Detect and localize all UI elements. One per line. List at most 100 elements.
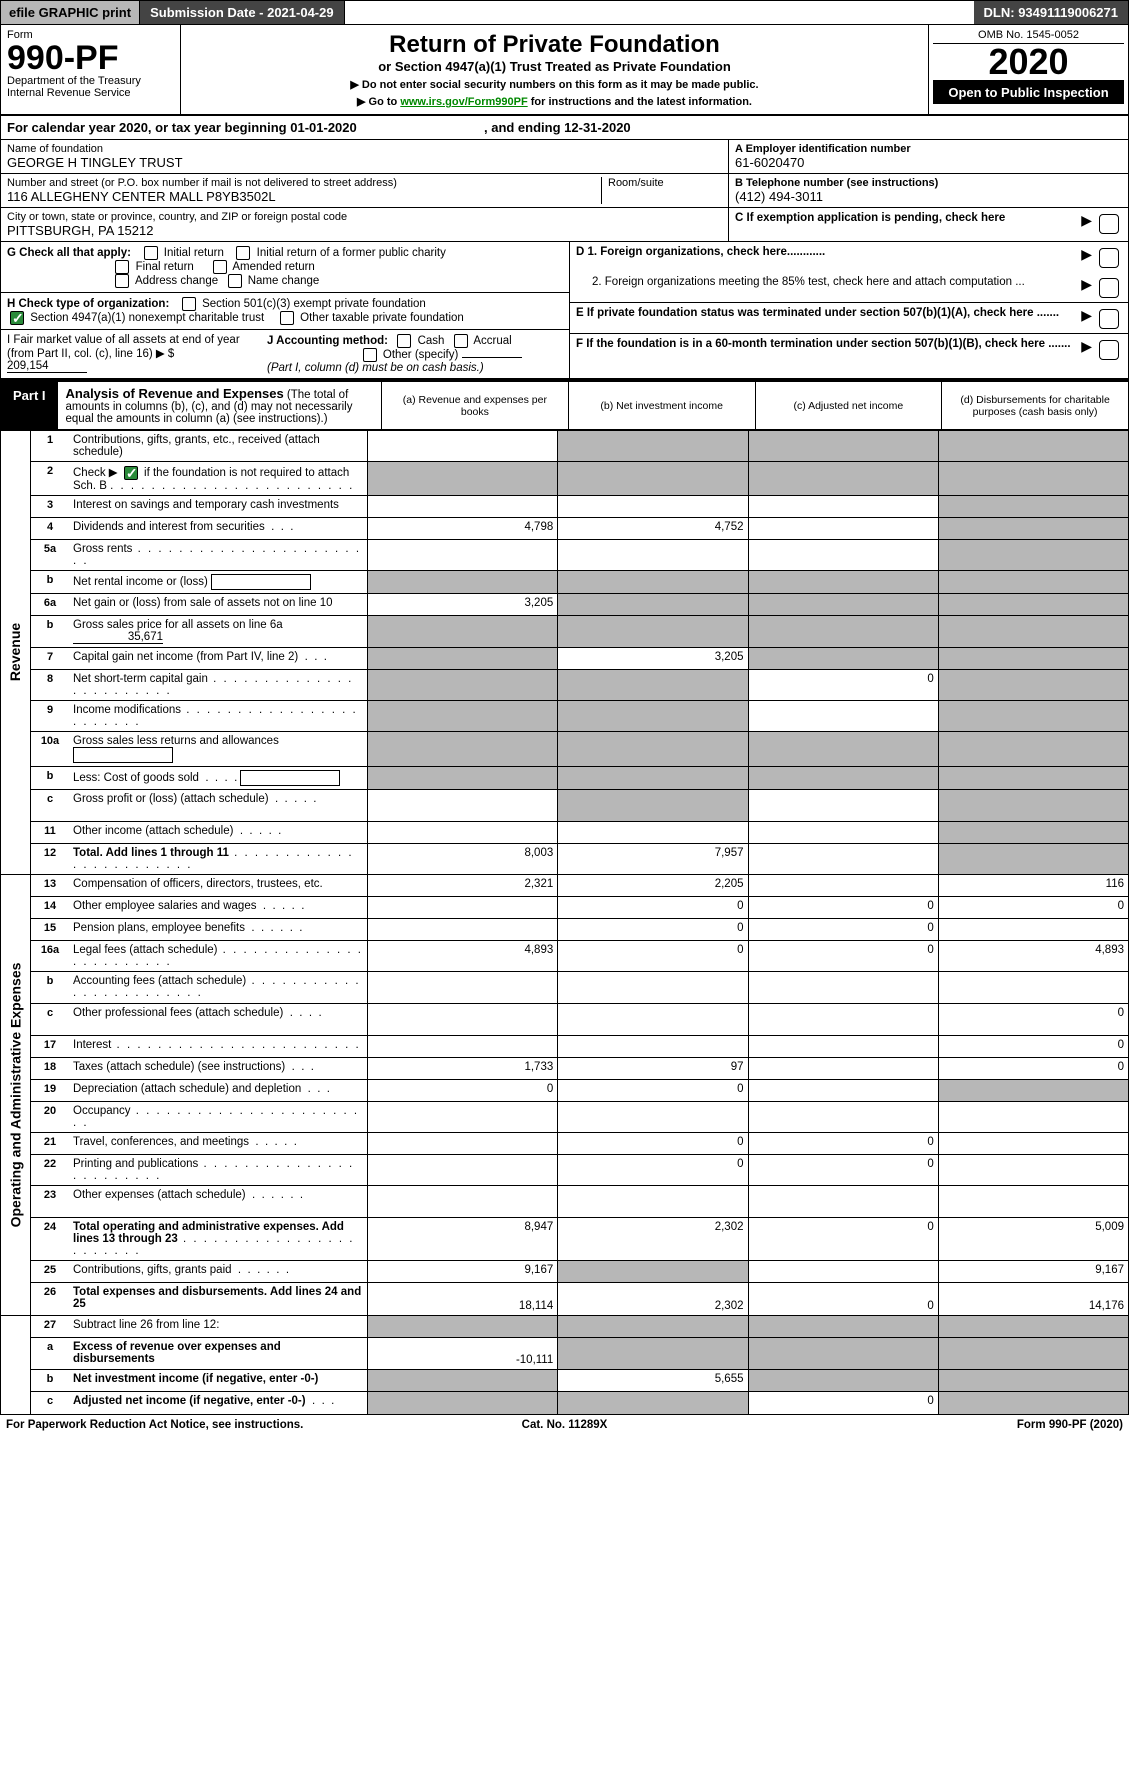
col-a: 8,947 (368, 1218, 558, 1260)
ln: 15 (31, 919, 69, 940)
col-d: 0 (939, 897, 1128, 918)
col-b (558, 431, 748, 461)
desc: Dividends and interest from securities .… (69, 518, 368, 539)
col-b (558, 670, 748, 700)
col-c-head: (c) Adjusted net income (755, 382, 942, 429)
desc: Other expenses (attach schedule) . . . .… (69, 1186, 368, 1217)
col-a (368, 1392, 558, 1414)
arrow-icon: ▶ (1077, 276, 1096, 293)
d1-checkbox[interactable] (1099, 248, 1119, 268)
col-c (749, 496, 939, 517)
form-ref: Form 990-PF (2020) (751, 1419, 1123, 1431)
desc: Gross profit or (loss) (attach schedule)… (69, 790, 368, 821)
d1-row: D 1. Foreign organizations, check here..… (570, 242, 1128, 272)
col-c (749, 616, 939, 647)
col-d (939, 732, 1128, 766)
row-16a: 16a Legal fees (attach schedule) 4,893 0… (31, 941, 1128, 972)
d2-checkbox[interactable] (1099, 278, 1119, 298)
f-checkbox[interactable] (1099, 340, 1119, 360)
address-change-checkbox[interactable] (115, 274, 129, 288)
city-label: City or town, state or province, country… (7, 211, 722, 223)
s501-checkbox[interactable] (182, 297, 196, 311)
s4947-checkbox[interactable] (10, 311, 24, 325)
irs-link[interactable]: www.irs.gov/Form990PF (400, 96, 527, 108)
col-c (749, 767, 939, 789)
desc: Printing and publications (69, 1155, 368, 1185)
col-b: 0 (558, 919, 748, 940)
ln: 21 (31, 1133, 69, 1154)
initial-former-checkbox[interactable] (236, 246, 250, 260)
ln: 7 (31, 648, 69, 669)
c-checkbox[interactable] (1099, 214, 1119, 234)
col-d (939, 1338, 1128, 1369)
open-public-label: Open to Public Inspection (933, 81, 1124, 104)
col-c (749, 844, 939, 874)
other-method-checkbox[interactable] (363, 348, 377, 362)
desc: Depreciation (attach schedule) and deple… (69, 1080, 368, 1101)
h-label: H Check type of organization: (7, 298, 169, 310)
col-c (749, 701, 939, 731)
col-d (939, 1102, 1128, 1132)
desc: Gross sales less returns and allowances (69, 732, 368, 766)
tax-year: 2020 (933, 44, 1124, 81)
name-change-label: Name change (248, 275, 320, 287)
ein-value: 61-6020470 (735, 155, 1122, 170)
j-label: J Accounting method: (267, 335, 388, 347)
row-22: 22 Printing and publications 0 0 (31, 1155, 1128, 1186)
col-c (749, 822, 939, 843)
row-10c: c Gross profit or (loss) (attach schedul… (31, 790, 1128, 822)
header-right: OMB No. 1545-0052 2020 Open to Public In… (928, 25, 1128, 114)
col-c (749, 1036, 939, 1057)
sch-b-checkbox[interactable] (124, 466, 138, 480)
col-b (558, 1036, 748, 1057)
e-checkbox[interactable] (1099, 309, 1119, 329)
txt: Printing and publications (73, 1158, 198, 1170)
entity-right: A Employer identification number 61-6020… (728, 140, 1128, 242)
header-left: Form 990-PF Department of the Treasury I… (1, 25, 181, 114)
ln: 9 (31, 701, 69, 731)
col-a (368, 732, 558, 766)
txt: Net investment income (if negative, ente… (73, 1373, 318, 1385)
row-10a: 10a Gross sales less returns and allowan… (31, 732, 1128, 767)
name-change-checkbox[interactable] (228, 274, 242, 288)
final-return-checkbox[interactable] (115, 260, 129, 274)
row-16b: b Accounting fees (attach schedule) (31, 972, 1128, 1004)
efile-label[interactable]: efile GRAPHIC print (1, 1, 140, 24)
col-b: 2,302 (558, 1218, 748, 1260)
col-b: 0 (558, 1155, 748, 1185)
other-taxable-label: Other taxable private foundation (300, 312, 464, 324)
col-c (749, 518, 939, 539)
row-12: 12 Total. Add lines 1 through 11 8,003 7… (31, 844, 1128, 874)
row-4: 4 Dividends and interest from securities… (31, 518, 1128, 540)
col-b (558, 701, 748, 731)
col-a-head: (a) Revenue and expenses per books (381, 382, 568, 429)
txt: Gross sales price for all assets on line… (73, 619, 283, 631)
form-number: 990-PF (7, 41, 174, 75)
other-label: Other (specify) (383, 349, 458, 361)
col-c (749, 1186, 939, 1217)
row-26: 26 Total expenses and disbursements. Add… (31, 1283, 1128, 1315)
col-a (368, 972, 558, 1003)
txt: Net short-term capital gain (73, 673, 208, 685)
s501-label: Section 501(c)(3) exempt private foundat… (202, 298, 426, 310)
col-c: 0 (749, 919, 939, 940)
txt: Pension plans, employee benefits (73, 922, 245, 934)
accrual-checkbox[interactable] (454, 334, 468, 348)
dln-label: DLN: 93491119006271 (974, 1, 1128, 24)
col-a (368, 701, 558, 731)
desc: Income modifications (69, 701, 368, 731)
d2-row: 2. Foreign organizations meeting the 85%… (570, 272, 1128, 303)
col-b: 5,655 (558, 1370, 748, 1391)
col-d (939, 518, 1128, 539)
other-taxable-checkbox[interactable] (280, 311, 294, 325)
ln: 8 (31, 670, 69, 700)
txt: Contributions, gifts, grants paid (73, 1264, 232, 1276)
cash-checkbox[interactable] (397, 334, 411, 348)
calendar-year-row: For calendar year 2020, or tax year begi… (0, 116, 1129, 140)
col-b-head: (b) Net investment income (568, 382, 755, 429)
ein-label: A Employer identification number (735, 143, 911, 155)
txt: Legal fees (attach schedule) (73, 944, 217, 956)
initial-return-checkbox[interactable] (144, 246, 158, 260)
cal-end: 12-31-2020 (564, 120, 631, 135)
amended-return-checkbox[interactable] (213, 260, 227, 274)
